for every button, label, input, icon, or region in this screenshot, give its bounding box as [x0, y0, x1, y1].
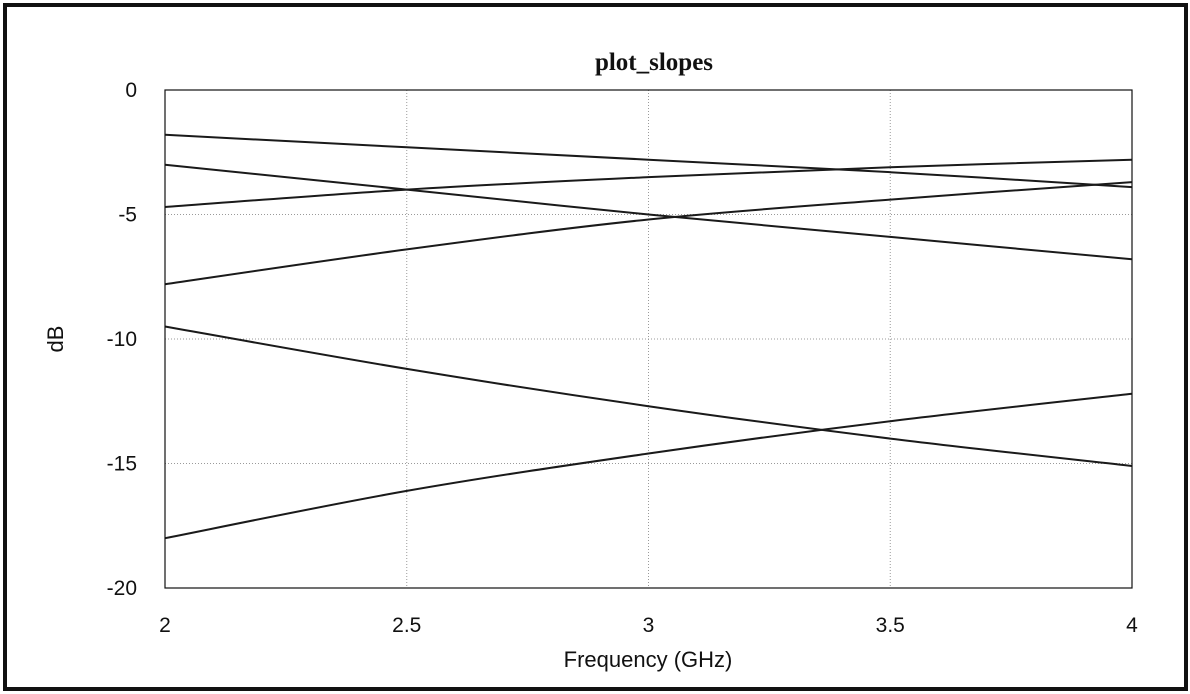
series-lines [164, 133, 1133, 540]
y-axis-label: dB [43, 326, 68, 353]
y-tick-label: -20 [107, 577, 137, 600]
plot-area [164, 89, 1133, 589]
y-tick-label: -5 [118, 204, 137, 227]
tick-labels: 2 2.5 3 3.5 4 0 -5 -10 -15 -20 [107, 79, 1139, 637]
y-tick-label: 0 [125, 79, 137, 102]
chart-svg: plot_slopes 2 2.5 3 3.5 4 0 -5 -10 -15 -20 Freque… [43, 49, 1139, 672]
x-tick-label: 4 [1126, 614, 1138, 637]
series-line-2 [164, 163, 1133, 261]
series-line-5 [164, 325, 1133, 467]
x-tick-label: 3 [643, 614, 655, 637]
series-line-1 [164, 133, 1133, 189]
series-line-4 [164, 181, 1133, 286]
series-line-3 [164, 158, 1133, 208]
chart-frame: plot_slopes 2 2.5 3 3.5 4 0 -5 -10 -15 -20 Freque… [3, 3, 1188, 691]
x-tick-label: 2.5 [392, 614, 421, 637]
x-tick-label: 2 [159, 614, 171, 637]
x-tick-label: 3.5 [876, 614, 905, 637]
x-axis-label: Frequency (GHz) [564, 647, 733, 672]
y-tick-label: -15 [107, 453, 137, 476]
chart-title: plot_slopes [595, 49, 713, 76]
series-line-6 [164, 392, 1133, 540]
y-tick-label: -10 [107, 328, 137, 351]
